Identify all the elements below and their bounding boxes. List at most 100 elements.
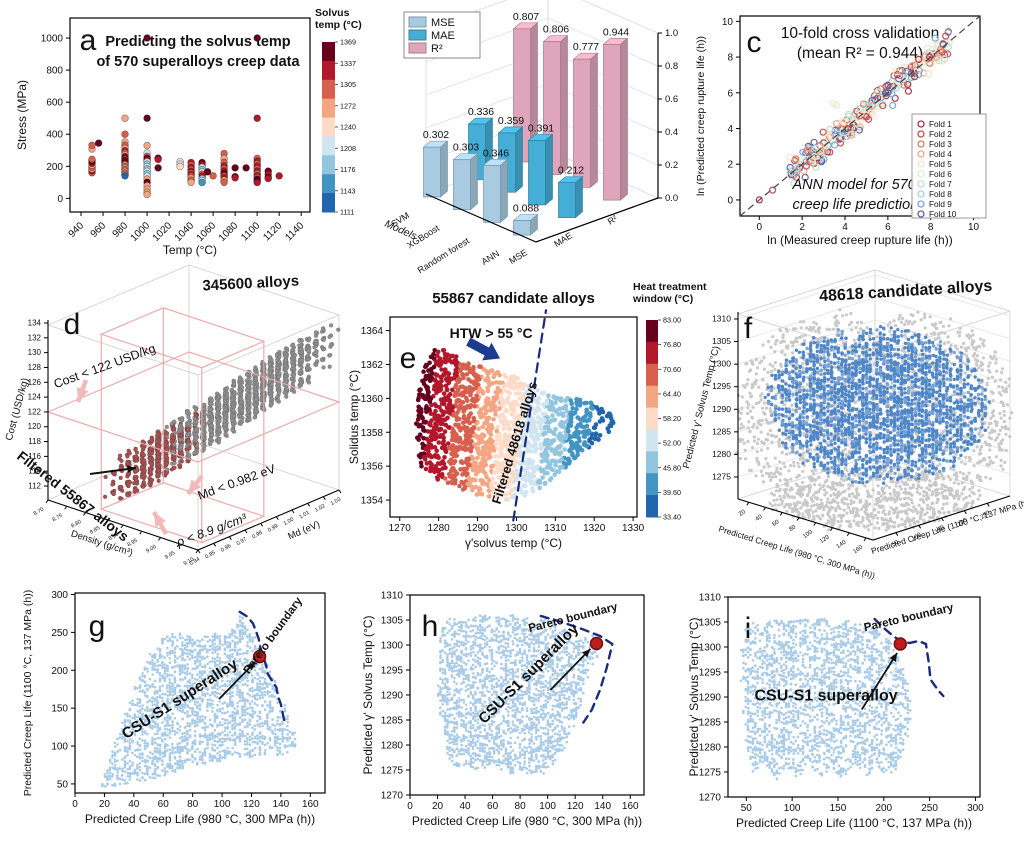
panel-g: 0 20 40 60 80 100 120 140 160 50 100 150 200 250 300 Pr…: [8, 562, 358, 840]
svg-text:114: 114: [28, 467, 41, 476]
svg-text:2: 2: [799, 222, 805, 233]
svg-text:1280: 1280: [427, 523, 450, 534]
svg-text:1176: 1176: [340, 165, 355, 174]
svg-text:112: 112: [28, 482, 41, 491]
panel-a: 940 960 980 1000 1020 1040 1060 1080 1100 1120 114…: [4, 2, 368, 268]
panel-h: 0 20 40 60 80 100 120 140 160 1270 1275 1280 1285 129…: [358, 562, 688, 840]
panel-c-canvas: 0 2 4 6 8 10 0 2 4 6 8 10 ln (Measured creep rupture…: [695, 15, 987, 247]
panel-i-canvas: 50 100 150 200 250 30012701275128012851290129…: [687, 593, 984, 831]
svg-text:0.95: 0.95: [204, 550, 216, 561]
svg-text:of 570 superalloys creep data: of 570 superalloys creep data: [96, 54, 300, 70]
svg-text:58.20: 58.20: [663, 414, 681, 423]
svg-text:132: 132: [28, 333, 42, 342]
svg-text:0.99: 0.99: [267, 523, 279, 534]
svg-text:55867 candidate alloys: 55867 candidate alloys: [432, 290, 595, 307]
panel-d: 134 132 130 128 126 124 122 120 118 116 114 112 Cost…: [4, 264, 346, 567]
panel-d-canvas: 134 132 130 128 126 124 122 120 118 116 114 112 Cost…: [4, 264, 342, 567]
data-layer: [414, 348, 616, 502]
svg-text:1310: 1310: [544, 523, 567, 534]
svg-text:1364: 1364: [361, 326, 384, 337]
svg-text:1.00: 1.00: [283, 517, 295, 528]
panel-g-canvas: 0 20 40 60 80 100 120 140 16050100150200250300Pr…: [22, 590, 326, 826]
panel-c: 0 2 4 6 8 10 0 2 4 6 8 10 ln (Measured creep rupture…: [690, 2, 1020, 268]
svg-text:0.303: 0.303: [453, 142, 479, 154]
panel-h-canvas: 0 20 40 60 80 100 120 140 1601270127512801285129…: [361, 591, 645, 828]
svg-text:1120: 1120: [261, 220, 284, 243]
svg-text:1330: 1330: [622, 523, 645, 534]
svg-text:creep life prediction: creep life prediction: [793, 197, 919, 213]
svg-text:R²: R²: [431, 43, 443, 55]
svg-text:MAE: MAE: [552, 230, 574, 249]
svg-text:0.96: 0.96: [220, 543, 232, 554]
svg-text:4: 4: [727, 124, 733, 135]
svg-text:Heat treatment: Heat treatment: [633, 281, 707, 293]
svg-text:MSE: MSE: [431, 17, 455, 29]
svg-text:124: 124: [28, 393, 42, 402]
svg-text:Fold 5: Fold 5: [929, 160, 952, 169]
panel-i: 50 100 150 200 250 300 1270 1275 1280 1285 1290 129…: [687, 562, 1024, 840]
svg-text:8.75: 8.75: [51, 513, 63, 524]
svg-text:10: 10: [968, 222, 980, 233]
svg-text:1208: 1208: [340, 144, 356, 153]
svg-text:52.00: 52.00: [663, 439, 681, 448]
axes: 0 2 4 6 8 10 0 2 4 6 8 10 ln (Measured creep rupture…: [695, 15, 981, 247]
svg-text:0.806: 0.806: [543, 24, 569, 36]
data-layer: [88, 34, 283, 199]
svg-text:200: 200: [46, 162, 63, 173]
svg-text:345600 alloys: 345600 alloys: [202, 272, 300, 294]
panel-f: 1310 1305 1300 1295 1290 1285 1280 1275 Predicte…: [681, 269, 1024, 581]
svg-text:1270: 1270: [389, 523, 412, 534]
panel-e: 1270 1280 1290 1300 1310 1320 1330 1354 1356 1358…: [347, 272, 707, 560]
svg-text:HTW > 55 °C: HTW > 55 °C: [450, 325, 533, 341]
svg-text:1100: 1100: [239, 220, 262, 243]
svg-text:1.03: 1.03: [330, 497, 342, 508]
data-layer: [763, 325, 991, 485]
svg-text:Stress (MPa): Stress (MPa): [15, 80, 29, 150]
svg-text:c: c: [747, 26, 762, 59]
svg-text:0.359: 0.359: [498, 115, 524, 127]
svg-text:76.80: 76.80: [663, 340, 681, 349]
svg-text:600: 600: [46, 98, 63, 109]
svg-text:33.40: 33.40: [663, 513, 681, 522]
svg-text:1290: 1290: [466, 523, 489, 534]
svg-text:9.00: 9.00: [145, 544, 157, 555]
svg-text:1320: 1320: [583, 523, 606, 534]
svg-text:Fold 10: Fold 10: [929, 210, 957, 219]
panel-e-canvas: 1270 1280 1290 1300 1310 1320 1330 1354 1356 1358…: [347, 281, 707, 550]
svg-text:1240: 1240: [340, 123, 356, 132]
svg-text:960: 960: [89, 220, 109, 240]
svg-text:1040: 1040: [173, 220, 197, 244]
svg-text:d: d: [64, 308, 81, 341]
svg-text:1354: 1354: [361, 496, 384, 507]
svg-text:6: 6: [727, 88, 733, 99]
svg-text:Solidus temp (°C): Solidus temp (°C): [347, 370, 361, 464]
svg-text:MAE: MAE: [431, 30, 455, 42]
svg-text:MSE: MSE: [507, 247, 529, 266]
svg-text:126: 126: [28, 378, 42, 387]
bars: 0.807 0.806 0.336 0.777 0.359 0.302 0.944 0.391…: [422, 11, 629, 236]
svg-text:45.80: 45.80: [663, 463, 681, 472]
svg-text:0.94: 0.94: [189, 557, 201, 568]
data-layer: [739, 617, 912, 781]
svg-text:8.85: 8.85: [89, 525, 101, 536]
svg-text:Solvus: Solvus: [315, 7, 350, 19]
svg-text:980: 980: [111, 220, 131, 240]
svg-text:0.2: 0.2: [665, 160, 678, 171]
svg-text:10: 10: [722, 17, 734, 28]
data-layer: [101, 615, 297, 788]
svg-text:Fold 6: Fold 6: [929, 170, 952, 179]
svg-text:130: 130: [28, 348, 42, 357]
svg-text:Temp (°C): Temp (°C): [163, 243, 217, 257]
svg-text:ln (Measured creep rupture lif: ln (Measured creep rupture life (h)): [767, 233, 952, 247]
svg-text:0.302: 0.302: [423, 129, 449, 141]
svg-text:70.60: 70.60: [663, 365, 681, 374]
svg-text:1305: 1305: [340, 80, 356, 89]
svg-text:8.70: 8.70: [33, 507, 45, 518]
svg-text:8: 8: [727, 53, 733, 64]
svg-text:0.8: 0.8: [665, 61, 678, 72]
svg-text:8.90: 8.90: [108, 532, 120, 543]
filter-box: [46, 307, 341, 544]
axes: 134 132 130 128 126 124 122 120 118 116 114 112 Cost…: [4, 319, 342, 568]
